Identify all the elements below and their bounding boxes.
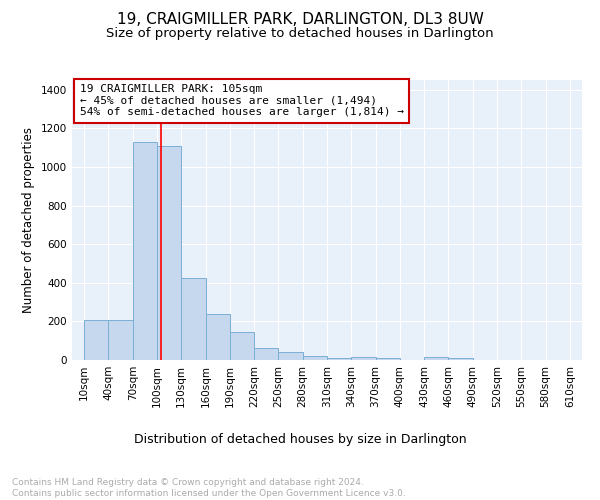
Bar	[303, 356, 327, 360]
Bar	[351, 358, 376, 360]
Text: 19, CRAIGMILLER PARK, DARLINGTON, DL3 8UW: 19, CRAIGMILLER PARK, DARLINGTON, DL3 8U…	[116, 12, 484, 28]
Bar	[109, 320, 133, 360]
Bar	[448, 358, 473, 360]
Bar	[278, 352, 303, 360]
Bar	[424, 358, 448, 360]
Text: 19 CRAIGMILLER PARK: 105sqm
← 45% of detached houses are smaller (1,494)
54% of : 19 CRAIGMILLER PARK: 105sqm ← 45% of det…	[80, 84, 404, 117]
Text: Contains HM Land Registry data © Crown copyright and database right 2024.
Contai: Contains HM Land Registry data © Crown c…	[12, 478, 406, 498]
Bar	[230, 332, 254, 360]
Bar	[84, 320, 109, 360]
Text: Size of property relative to detached houses in Darlington: Size of property relative to detached ho…	[106, 28, 494, 40]
Y-axis label: Number of detached properties: Number of detached properties	[22, 127, 35, 313]
Text: Distribution of detached houses by size in Darlington: Distribution of detached houses by size …	[134, 432, 466, 446]
Bar	[206, 314, 230, 360]
Bar	[157, 146, 181, 360]
Bar	[376, 358, 400, 360]
Bar	[254, 348, 278, 360]
Bar	[181, 278, 206, 360]
Bar	[133, 142, 157, 360]
Bar	[327, 358, 351, 360]
